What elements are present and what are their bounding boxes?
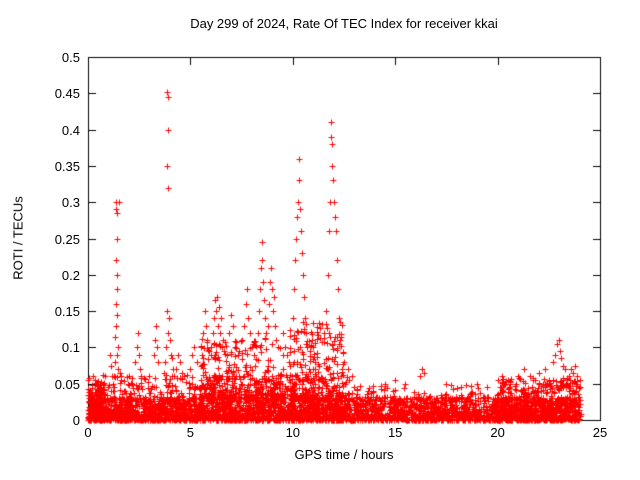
chart-title: Day 299 of 2024, Rate Of TEC Index for r… [190,16,498,31]
x-axis-label: GPS time / hours [294,447,394,462]
y-axis-label: ROTI / TECUs [10,196,26,280]
